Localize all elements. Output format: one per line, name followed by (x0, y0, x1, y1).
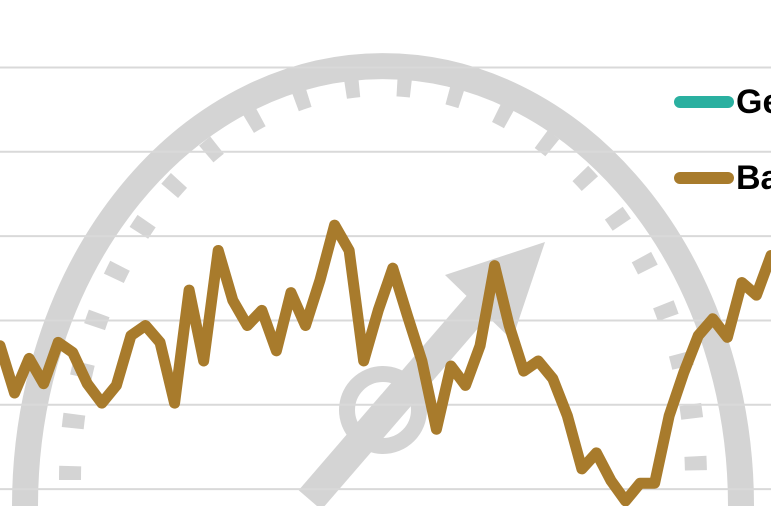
gauge-watermark (12, 53, 754, 506)
gauge-arc (12, 53, 754, 506)
lines (0, 219, 771, 506)
legend-label: Ge (736, 83, 771, 121)
legend-label: Ba (736, 159, 771, 197)
legend: Ge Ba (674, 83, 771, 197)
grid (0, 66, 771, 491)
gauge-needle (298, 270, 512, 506)
series-line (0, 219, 771, 506)
gauge-hub (339, 366, 427, 454)
